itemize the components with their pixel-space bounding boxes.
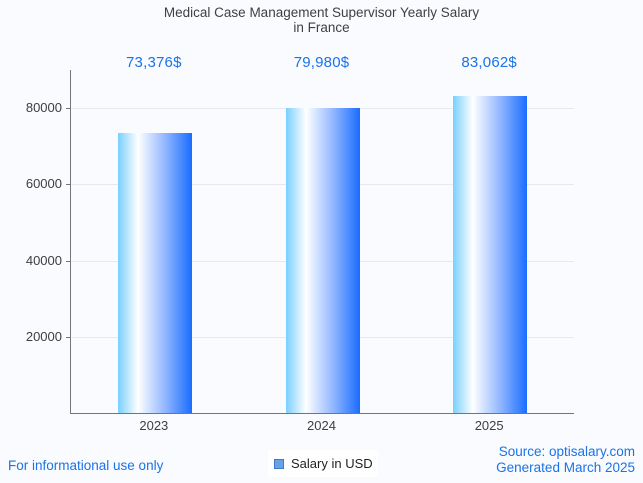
chart-title-line1: Medical Case Management Supervisor Yearl… [163, 5, 480, 20]
y-axis-tickmark [66, 260, 71, 262]
y-axis-tickmark [66, 108, 71, 110]
bar-2025[interactable] [453, 96, 528, 413]
chart-title: Medical Case Management Supervisor Yearl… [0, 5, 643, 35]
legend-swatch-icon [274, 458, 284, 469]
bar-2024[interactable] [285, 108, 360, 413]
disclaimer-text: For informational use only [8, 458, 164, 473]
x-axis-label-2025: 2025 [474, 418, 504, 433]
y-axis-tick-label: 20000 [25, 328, 62, 344]
chart-title-line2: in France [293, 19, 350, 35]
legend-label: Salary in USD [291, 456, 373, 471]
y-axis-tickmark [66, 184, 71, 186]
source-link[interactable]: Source: optisalary.com [498, 444, 635, 459]
bar-value-label-2023: 73,376$ [126, 54, 182, 71]
y-axis-tick-label: 80000 [25, 100, 62, 116]
bar-value-label-2024: 79,980$ [293, 54, 350, 71]
y-axis-tick-label: 60000 [25, 176, 62, 192]
generated-date: Generated March 2025 [496, 460, 635, 475]
legend: Salary in USD [268, 450, 378, 477]
y-axis-tickmark [66, 336, 71, 338]
x-axis-label-2023: 2023 [139, 418, 169, 433]
bar-value-label-2025: 83,062$ [461, 54, 517, 71]
bar-2023[interactable] [117, 133, 192, 413]
source-attribution: Source: optisalary.com Generated March 2… [496, 444, 635, 476]
x-axis-label-2024: 2024 [307, 418, 336, 433]
y-axis-tick-label: 40000 [25, 252, 62, 268]
plot-area [66, 70, 574, 414]
